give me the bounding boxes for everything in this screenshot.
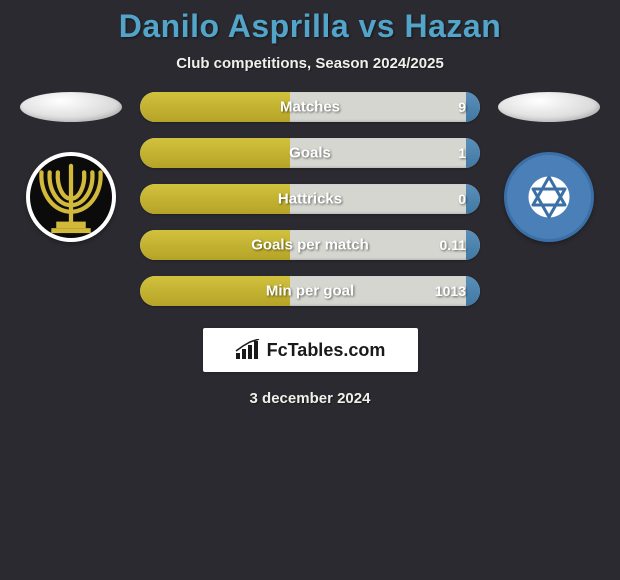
- menorah-icon: [30, 156, 112, 238]
- footer-date: 3 december 2024: [0, 390, 620, 407]
- stat-value-right: 0.11: [440, 237, 466, 253]
- site-logo-box[interactable]: FcTables.com: [203, 328, 418, 372]
- stat-value-right: 1: [458, 145, 466, 161]
- stat-fill-left: [140, 92, 290, 122]
- stat-value-right: 1013: [435, 283, 466, 299]
- bar-chart-icon: [235, 339, 261, 361]
- left-player-column: [20, 92, 122, 242]
- stat-row: Goals 1: [140, 138, 480, 168]
- main-area: Matches 9 Goals 1 Hattricks 0 Goals per match 0…: [0, 92, 620, 306]
- stat-row: Goals per match 0.11: [140, 230, 480, 260]
- comparison-card: Danilo Asprilla vs Hazan Club competitio…: [0, 0, 620, 407]
- stat-fill-right: [466, 184, 480, 214]
- stat-label: Min per goal: [266, 283, 354, 300]
- stat-fill-right: [466, 138, 480, 168]
- star-of-david-icon: [521, 169, 577, 225]
- right-player-column: [498, 92, 600, 242]
- stat-row: Hattricks 0: [140, 184, 480, 214]
- stat-fill-right: [466, 230, 480, 260]
- subtitle: Club competitions, Season 2024/2025: [0, 55, 620, 72]
- stat-fill-left: [140, 138, 290, 168]
- stat-fill-left: [140, 184, 290, 214]
- stat-value-right: 0: [458, 191, 466, 207]
- stat-value-right: 9: [458, 99, 466, 115]
- right-club-logo: [504, 152, 594, 242]
- stat-label: Hattricks: [278, 191, 342, 208]
- stat-label: Goals per match: [251, 237, 369, 254]
- stat-label: Goals: [289, 145, 331, 162]
- site-name: FcTables.com: [267, 340, 386, 361]
- right-player-photo-placeholder: [498, 92, 600, 122]
- stats-panel: Matches 9 Goals 1 Hattricks 0 Goals per match 0…: [140, 92, 480, 306]
- left-club-logo: [26, 152, 116, 242]
- stat-row: Min per goal 1013: [140, 276, 480, 306]
- stat-fill-right: [466, 92, 480, 122]
- stat-row: Matches 9: [140, 92, 480, 122]
- page-title: Danilo Asprilla vs Hazan: [0, 8, 620, 45]
- stat-fill-right: [466, 276, 480, 306]
- stat-label: Matches: [280, 99, 340, 116]
- left-player-photo-placeholder: [20, 92, 122, 122]
